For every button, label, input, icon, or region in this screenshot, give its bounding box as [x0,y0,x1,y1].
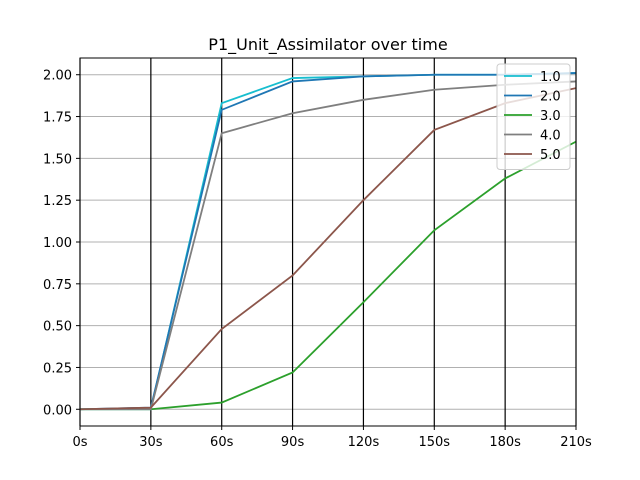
legend-label: 3.0 [540,109,561,124]
horizontal-gridlines [80,74,576,410]
y-tick-label: 1.50 [43,152,72,167]
x-tick-label: 210s [560,435,592,450]
x-tick-label: 0s [72,435,87,450]
x-axis: 0s 30s 60s 90s 120s 150s 180s 210s [72,426,592,450]
legend: 1.0 2.0 3.0 4.0 5.0 [496,63,571,170]
y-tick-label: 2.00 [43,69,72,84]
series-line-3-0 [80,140,576,411]
legend-label: 4.0 [540,129,561,144]
x-tick-label: 90s [281,435,305,450]
y-tick-label: 1.75 [43,111,72,126]
x-tick-label: 180s [489,435,521,450]
legend-box [496,63,571,170]
legend-label: 2.0 [540,90,561,105]
y-tick-label: 0.25 [43,361,72,376]
legend-label: 1.0 [540,70,561,85]
y-tick-label: 0.75 [43,278,72,293]
x-tick-label: 120s [348,435,380,450]
y-tick-label: 0.50 [43,320,72,335]
series-line-2-0 [80,72,576,411]
series-line-4-0 [80,80,576,411]
y-tick-label: 0.00 [43,403,72,418]
x-tick-label: 150s [418,435,450,450]
y-axis: 0.00 0.25 0.50 0.75 1.00 1.25 1.50 1.75 2.00 [43,69,80,418]
series-line-5-0 [80,87,576,411]
series-group [80,72,576,411]
legend-label: 5.0 [540,148,561,163]
x-tick-label: 60s [210,435,234,450]
x-tick-label: 30s [139,435,163,450]
chart-title: P1_Unit_Assimilator over time [208,35,447,55]
y-tick-label: 1.25 [43,194,72,209]
y-tick-label: 1.00 [43,236,72,251]
